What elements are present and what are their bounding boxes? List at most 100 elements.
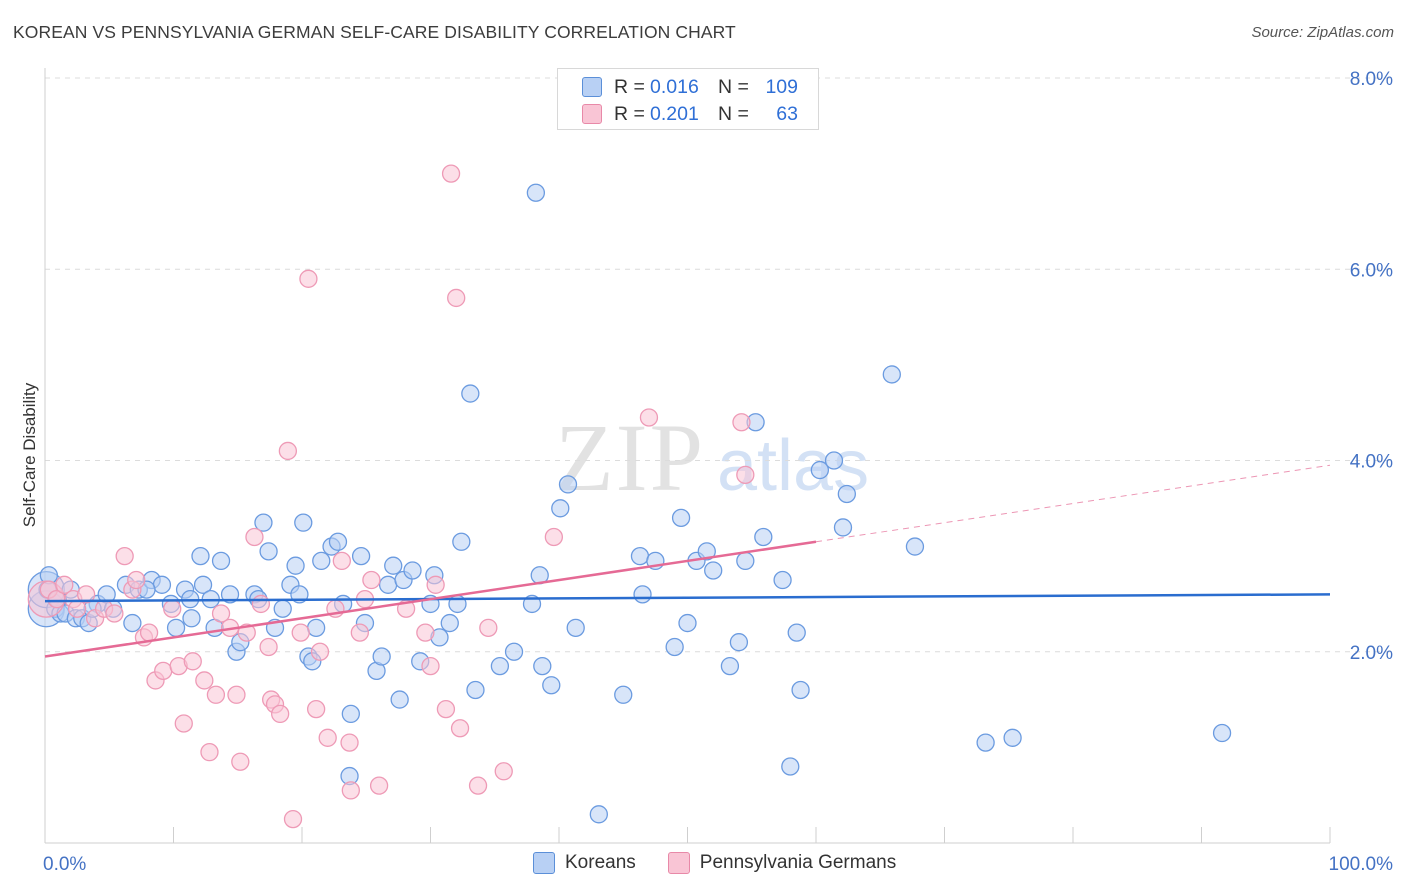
legend-row-koreans: R = 0.016 N = 109 [582, 74, 798, 100]
point-koreans [384, 556, 403, 575]
legend-r-label: R = [614, 102, 645, 125]
point-koreans [490, 656, 510, 676]
point-koreans [378, 575, 398, 594]
trend-line-pennsylvania-germans [44, 540, 817, 658]
point-pennsylvania-germans [310, 642, 330, 661]
point-pennsylvania-germans [55, 575, 74, 594]
point-koreans [773, 570, 792, 590]
point-pennsylvania-germans [245, 527, 264, 547]
series-swatch-koreans [533, 852, 555, 874]
series-legend-pennsylvania-germans[interactable]: Pennsylvania Germans [667, 852, 897, 874]
watermark-zip: ZIP [555, 404, 705, 511]
point-pennsylvania-germans [200, 743, 219, 762]
point-koreans [833, 518, 853, 537]
point-koreans [633, 585, 652, 604]
point-koreans [504, 642, 524, 661]
point-koreans [273, 599, 292, 618]
y-tick-labels: 2.0% 4.0% 6.0% 8.0% [1350, 69, 1393, 664]
point-pennsylvania-germans [271, 704, 290, 724]
data-points [27, 164, 1232, 829]
point-pennsylvania-germans [115, 546, 134, 566]
legend-n-value: 63 [776, 102, 798, 125]
point-pennsylvania-germans [299, 269, 318, 288]
point-koreans [372, 647, 391, 666]
point-koreans [665, 637, 684, 657]
point-pennsylvania-germans [479, 618, 498, 637]
point-pennsylvania-germans [231, 752, 250, 771]
point-pennsylvania-germans [306, 699, 326, 719]
point-koreans [306, 618, 326, 637]
point-pennsylvania-germans [736, 465, 755, 484]
point-koreans [837, 484, 856, 504]
y-axis-title: Self-Care Disability [20, 382, 39, 527]
x-tick-label-max: 100.0% [1329, 854, 1394, 875]
point-pennsylvania-germans [206, 685, 226, 704]
point-pennsylvania-germans [154, 661, 173, 681]
point-koreans [211, 551, 231, 571]
point-pennsylvania-germans [283, 809, 303, 829]
point-koreans [558, 475, 578, 494]
point-koreans [720, 656, 740, 676]
series-label-pennsylvania-germans: Pennsylvania Germans [699, 852, 897, 873]
point-koreans [533, 656, 552, 676]
point-koreans [452, 532, 471, 551]
point-koreans [123, 613, 142, 633]
point-pennsylvania-germans [227, 685, 246, 704]
point-pennsylvania-germans [76, 585, 96, 604]
point-pennsylvania-germans [318, 728, 337, 747]
point-koreans [1003, 728, 1022, 747]
point-koreans [191, 546, 210, 566]
point-pennsylvania-germans [421, 656, 440, 676]
point-koreans [566, 618, 585, 637]
point-pennsylvania-germans [105, 604, 124, 623]
point-koreans [1212, 723, 1232, 743]
point-koreans [787, 623, 806, 642]
trend-lines [44, 464, 1331, 658]
point-koreans [294, 513, 313, 532]
point-koreans [403, 561, 422, 580]
point-koreans [542, 676, 561, 695]
point-pennsylvania-germans [341, 781, 360, 800]
point-koreans [678, 613, 697, 633]
trend-extension-pennsylvania-germans [815, 464, 1331, 543]
series-swatch-pennsylvania-germans [667, 852, 690, 874]
point-koreans [461, 384, 480, 403]
point-pennsylvania-germans [544, 527, 564, 547]
axes [44, 68, 1331, 844]
point-pennsylvania-germans [639, 408, 659, 427]
point-pennsylvania-germans [127, 570, 146, 590]
point-pennsylvania-germans [362, 570, 381, 590]
point-koreans [791, 680, 810, 700]
point-koreans [736, 551, 755, 571]
point-koreans [193, 575, 213, 594]
point-pennsylvania-germans [447, 288, 466, 308]
y-tick-label: 2.0% [1350, 643, 1393, 664]
point-koreans [351, 546, 371, 566]
point-pennsylvania-germans [183, 652, 202, 671]
legend-swatch-pennsylvania-germans [582, 104, 602, 124]
x-tick-label-min: 0.0% [43, 854, 86, 875]
legend-swatch-koreans [582, 77, 602, 97]
point-pennsylvania-germans [416, 623, 435, 642]
series-label-koreans: Koreans [565, 852, 636, 873]
point-koreans [551, 499, 570, 518]
point-koreans [976, 733, 995, 752]
point-koreans [440, 613, 459, 633]
point-koreans [341, 704, 360, 724]
point-pennsylvania-germans [494, 762, 513, 781]
point-koreans [704, 561, 723, 580]
point-pennsylvania-germans [732, 413, 751, 432]
point-koreans [390, 690, 409, 709]
point-koreans [754, 527, 773, 547]
legend-r-value: 0.016 [650, 75, 699, 98]
point-koreans [810, 460, 830, 480]
point-koreans [220, 585, 240, 604]
point-koreans [671, 508, 691, 528]
point-koreans [905, 537, 925, 556]
point-pennsylvania-germans [468, 776, 488, 795]
series-legend-koreans[interactable]: Koreans [533, 852, 636, 874]
point-pennsylvania-germans [278, 441, 298, 461]
legend-r-value: 0.201 [650, 102, 699, 125]
point-pennsylvania-germans [332, 551, 351, 571]
